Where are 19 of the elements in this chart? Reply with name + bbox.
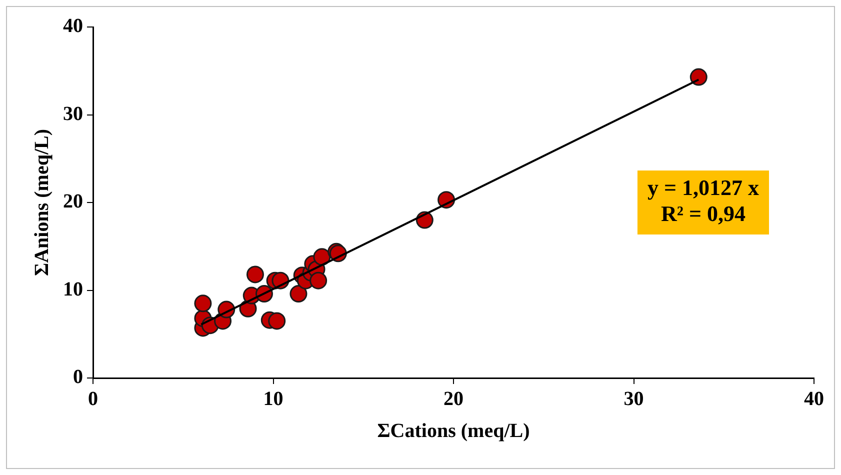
point <box>690 68 708 86</box>
point <box>194 294 212 312</box>
y-tick-label: 30 <box>63 102 83 125</box>
x-tick-label: 30 <box>624 388 644 410</box>
x-tick-label: 0 <box>88 388 98 410</box>
point <box>268 312 286 330</box>
point <box>310 272 328 290</box>
point <box>290 285 308 303</box>
point <box>246 266 264 284</box>
x-tick-label: 40 <box>804 388 824 410</box>
y-tick-label: 20 <box>63 190 83 213</box>
annotation: y = 1,0127 x R² = 0,94 <box>647 175 760 226</box>
y-tick-label: 10 <box>63 278 83 300</box>
x-tick-label: 20 <box>444 388 464 410</box>
y-tick-label: 0 <box>73 366 83 388</box>
x-axis-title: ΣCations (meq/L) <box>377 420 530 442</box>
x-tick-label: 10 <box>263 388 284 410</box>
y-tick-label: 40 <box>63 15 83 38</box>
y-axis-title: ΣAnions (meq/L) <box>31 129 54 276</box>
